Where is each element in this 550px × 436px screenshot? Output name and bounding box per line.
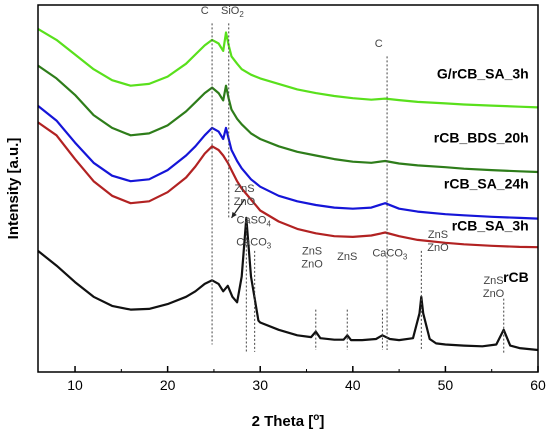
annotation-caco3_b-text: CaCO xyxy=(372,247,403,259)
annotation-caso4-subscript: 4 xyxy=(266,219,271,228)
x-tick-label-20: 20 xyxy=(160,377,176,393)
series-label-rcb-sa-24h: rCB_SA_24h xyxy=(444,176,529,192)
annotation-zno_d-text: ZnO xyxy=(427,242,449,254)
x-tick-label-10: 10 xyxy=(67,377,83,393)
annotation-zno_d: ZnO xyxy=(427,242,449,254)
reference-lines xyxy=(211,23,505,354)
series-label-rcb: rCB xyxy=(503,269,529,285)
x-axis-label-degree: o xyxy=(313,412,319,423)
annotation-zns_a-text: ZnS xyxy=(234,183,254,195)
annotation-caco3_a-text: CaCO xyxy=(236,236,267,248)
annotation-zns_e-text: ZnS xyxy=(483,275,503,287)
series-label-g-rcb-sa-3h: G/rCB_SA_3h xyxy=(437,65,529,81)
x-tick-label-50: 50 xyxy=(438,377,454,393)
annotation-zns_c: ZnS xyxy=(337,251,357,263)
annotation-zns_a: ZnS xyxy=(234,183,254,195)
x-axis-ticks: 10 20 30 40 50 60 xyxy=(67,366,546,393)
series-label-rcb-bds-20h: rCB_BDS_20h xyxy=(434,130,529,146)
y-axis-label: Intensity [a.u.] xyxy=(5,138,22,240)
annotation-zno_a-text: ZnO xyxy=(234,196,256,208)
annotation-c1: C xyxy=(201,5,209,17)
x-tick-label-40: 40 xyxy=(345,377,361,393)
annotation-sio2: SiO2 xyxy=(221,5,244,19)
annotation-caco3_a: CaCO3 xyxy=(236,236,272,250)
annotation-caco3_a-subscript: 3 xyxy=(267,241,272,250)
annotation-zns_b: ZnS xyxy=(302,246,322,258)
annotation-zno_a: ZnO xyxy=(234,196,256,208)
annotation-zno_b-text: ZnO xyxy=(301,258,323,270)
annotation-zno_e-text: ZnO xyxy=(483,288,505,300)
series-line-rcb-bds-20h xyxy=(37,64,539,174)
annotation-zns_c-text: ZnS xyxy=(337,251,357,263)
annotation-zns_e: ZnS xyxy=(483,275,503,287)
x-axis-label-close: ] xyxy=(319,413,324,430)
annotation-sio2-text: SiO xyxy=(221,5,240,17)
annotation-caco3_b-subscript: 3 xyxy=(403,252,408,261)
annotation-zns_b-text: ZnS xyxy=(302,246,322,258)
series-label-rcb-sa-3h: rCB_SA_3h xyxy=(452,218,529,234)
annotation-c2: C xyxy=(375,38,383,50)
series-line-rcb-sa-3h xyxy=(37,121,539,249)
x-tick-label-60: 60 xyxy=(530,377,546,393)
annotation-c2-text: C xyxy=(375,38,383,50)
annotation-c1-text: C xyxy=(201,5,209,17)
annotation-zno_e: ZnO xyxy=(483,288,505,300)
series-labels: G/rCB_SA_3h rCB_BDS_20h rCB_SA_24h rCB_SA_3… xyxy=(434,65,529,285)
plot-frame xyxy=(37,4,539,373)
annotation-sio2-subscript: 2 xyxy=(239,10,244,19)
annotation-zns_d: ZnS xyxy=(428,229,448,241)
x-axis-label-text: 2 Theta [ xyxy=(252,413,314,430)
annotation-caso4-text: CaSO xyxy=(237,214,267,226)
x-tick-label-30: 30 xyxy=(252,377,268,393)
annotation-arrowhead xyxy=(231,211,237,218)
annotation-caso4: CaSO4 xyxy=(237,214,272,228)
annotation-zno_b: ZnO xyxy=(301,258,323,270)
series-line-rcb-sa-24h xyxy=(37,105,539,220)
x-axis-label: 2 Theta [o] xyxy=(252,412,325,430)
series-line-rcb xyxy=(37,216,539,352)
series-line-g-rcb-sa-3h xyxy=(37,27,539,109)
annotation-zns_d-text: ZnS xyxy=(428,229,448,241)
annotation-caco3_b: CaCO3 xyxy=(372,247,408,261)
series-layer xyxy=(37,27,539,352)
